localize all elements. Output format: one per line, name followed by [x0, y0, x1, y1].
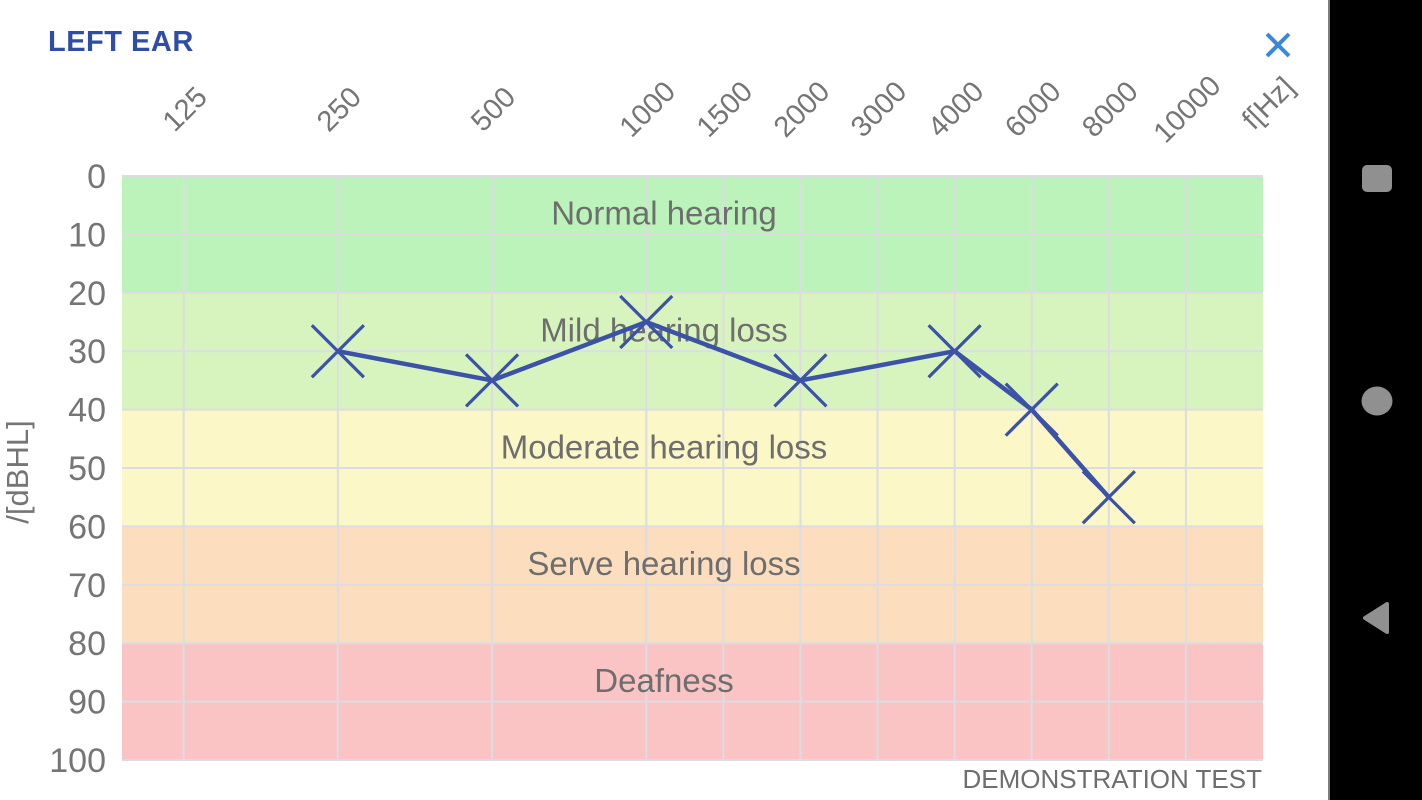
home-circle-icon: [1361, 386, 1393, 416]
data-point-marker: [464, 353, 520, 408]
y-tick-label: 30: [68, 333, 106, 371]
y-tick-label: 70: [68, 567, 106, 605]
y-tick-label: 80: [68, 625, 106, 663]
y-tick-label: 60: [68, 508, 106, 546]
data-point-marker: [310, 324, 365, 379]
band-label: Deafness: [594, 662, 733, 699]
x-tick-label: 3000: [845, 76, 913, 144]
y-tick-label: 40: [68, 392, 106, 430]
data-point-marker: [927, 324, 982, 379]
recents-square-icon: [1362, 165, 1392, 192]
y-tick-label: 10: [68, 216, 106, 254]
x-tick-label: 1500: [691, 76, 759, 144]
x-axis-label: f[Hz]: [1236, 71, 1301, 136]
back-button[interactable]: [1360, 601, 1394, 635]
close-icon: [1265, 32, 1291, 58]
y-tick-label: 20: [68, 275, 106, 313]
data-point-marker: [1081, 470, 1136, 525]
x-tick-label: 250: [311, 81, 368, 138]
x-tick-label: 2000: [768, 76, 836, 144]
y-tick-label: 50: [68, 450, 106, 488]
band-label: Moderate hearing loss: [501, 428, 828, 465]
data-point-marker: [619, 294, 674, 350]
y-axis-label: /[dBHL]: [0, 420, 35, 523]
x-tick-label: 8000: [1076, 76, 1144, 144]
back-triangle-icon: [1363, 602, 1389, 634]
y-tick-label: 0: [87, 158, 106, 196]
x-tick-label: 125: [157, 81, 214, 138]
demonstration-watermark: DEMONSTRATION TEST: [962, 764, 1263, 794]
x-tick-label: 1000: [614, 76, 682, 144]
x-tick-label: 500: [465, 81, 522, 138]
page-title: LEFT EAR: [48, 26, 194, 58]
android-nav-bar: [1328, 0, 1422, 800]
recents-button[interactable]: [1360, 161, 1394, 195]
home-button[interactable]: [1360, 384, 1394, 418]
y-tick-label: 90: [68, 684, 106, 722]
data-point-marker: [773, 353, 828, 408]
band-label: Serve hearing loss: [527, 545, 800, 582]
x-tick-label: 4000: [922, 76, 990, 144]
close-button[interactable]: [1260, 27, 1296, 63]
x-tick-label: 6000: [999, 76, 1067, 144]
y-tick-label: 100: [49, 742, 106, 780]
data-point-marker: [1004, 382, 1059, 437]
x-tick-label: 10000: [1148, 70, 1228, 150]
band-label: Normal hearing: [551, 195, 777, 232]
